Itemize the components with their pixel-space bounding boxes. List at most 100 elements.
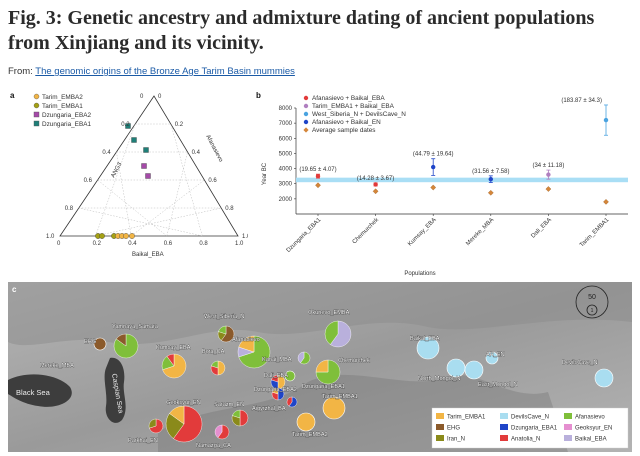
figure-title: Fig. 3: Genetic ancestry and admixture d… <box>8 7 595 54</box>
pie-slice <box>214 424 223 438</box>
y-tick-label: 5000 <box>279 151 293 157</box>
scale-inner-circle <box>586 304 598 316</box>
map-legend-box <box>431 407 629 449</box>
map-legend-swatch <box>436 424 444 430</box>
x-axis-ticks: Dzungaria_EBA1 Chemurchek Kumsay_EBA Mereke… <box>286 214 611 254</box>
map-legend-swatch <box>564 424 572 430</box>
map-legend-label: Iran_N <box>447 437 465 443</box>
right-tick-label: 1.0 <box>242 234 248 240</box>
panel-b-label: b <box>256 91 261 100</box>
grid-line <box>78 207 203 237</box>
ternary-point <box>125 123 131 129</box>
map-site-label: Chemurchek <box>338 358 370 364</box>
black-sea-shape <box>8 374 72 407</box>
axis-right-label: Afanasievo <box>204 134 224 164</box>
y-tick-label: 3000 <box>279 182 293 188</box>
map-site-label: Kanai_MBA <box>262 357 292 363</box>
admixture-date-label: (19.65 ± 4.07) <box>299 167 336 173</box>
map-site-label: Namazga_CA <box>196 443 231 449</box>
map-legend-label: Baikal_EBA <box>575 437 607 443</box>
legend-marker <box>303 119 309 125</box>
pie-slice <box>286 396 293 407</box>
legend-label: Average sample dates <box>312 127 375 134</box>
pie-slice <box>239 409 249 427</box>
admixture-date-point <box>603 117 609 123</box>
map-site-label: Dali_EBA <box>264 373 288 379</box>
legend-tarim-emba2: Tarim_EMBA2 <box>42 94 83 101</box>
admixture-date-label: (14.28 ± 3.67) <box>357 176 394 182</box>
panel-a-label: a <box>10 91 15 100</box>
pie-slice <box>297 351 305 364</box>
pie-slice <box>218 325 227 335</box>
legend-dzungaria-eba2-marker <box>33 111 40 118</box>
pie-slice <box>238 335 255 353</box>
pie-slice <box>93 337 107 351</box>
x-tick-label: Dzungaria_EBA1 <box>286 217 323 254</box>
pie-slice <box>116 333 127 347</box>
ternary-point <box>99 233 105 239</box>
pie-slice <box>464 360 484 380</box>
map-legend: Tarim_EMBA1 DevilsCave_N Afanasievo EHG Dzun… <box>431 407 629 449</box>
y-axis-label: Year BC <box>262 162 268 185</box>
ternary-legend: Tarim_EMBA2 Tarim_EMBA1 Dzungaria_EBA2 D… <box>33 93 91 128</box>
ternary-ticks: 1.00.80.60.40.2000.20.40.60.81.000.20.40… <box>46 94 248 247</box>
legend-tarim-emba1: Tarim_EMBA1 <box>42 103 83 110</box>
panel-c-map: Black Sea Caspian Sea c Yamnaya_SamaraWe… <box>8 282 632 452</box>
map-legend-label: DevilsCave_N <box>511 415 549 421</box>
map-site-label: AR_EN <box>486 352 505 358</box>
left-tick-label: 0.8 <box>65 206 74 212</box>
map-legend-label: Tarim_EMBA1 <box>447 415 486 421</box>
avg-sample-date-point <box>545 186 552 192</box>
y-tick-label: 6000 <box>279 136 293 142</box>
legend-marker <box>303 127 309 133</box>
grid-line <box>97 179 167 237</box>
ternary-points <box>95 123 151 239</box>
pie-slice <box>315 359 341 385</box>
pie-slice <box>217 424 230 440</box>
x-axis-label: Populations <box>404 271 435 277</box>
admixture-date-point <box>373 182 378 187</box>
left-tick-label: 0.2 <box>121 122 130 128</box>
left-tick-label: 0 <box>140 94 144 100</box>
legend-marker <box>303 95 309 101</box>
pie-slice <box>173 405 203 443</box>
bottom-tick-label: 0.8 <box>199 241 208 247</box>
map-site-label: Okunevo_EMBA <box>308 310 350 316</box>
grid-line <box>166 151 188 237</box>
grid-line <box>170 123 203 237</box>
black-sea-label: Black Sea <box>16 388 51 397</box>
article-link[interactable]: The genomic origins of the Bronze Age Ta… <box>35 66 295 77</box>
admixture-date-band <box>296 177 628 183</box>
pie-slice <box>148 418 157 429</box>
map-legend-swatch <box>564 413 572 419</box>
map-legend-label: Geoksyur_EN <box>575 426 612 432</box>
pie-slice <box>485 351 499 365</box>
avg-sample-date-point <box>603 199 609 205</box>
pie-slice <box>271 374 279 383</box>
map-site-label: Tarim_EMBA1 <box>322 394 358 400</box>
right-tick-label: 0.6 <box>208 178 217 184</box>
pie-slice <box>277 387 285 401</box>
admixture-date-point <box>546 172 551 177</box>
grid-line <box>131 179 205 237</box>
legend-label: Afanasievo + Baikal_EN <box>312 119 381 126</box>
right-tick-label: 0.2 <box>175 122 184 128</box>
map-site-label: Tarim_EMBA2 <box>292 432 328 438</box>
admixture-date-point <box>315 173 321 179</box>
legend-marker <box>303 103 309 109</box>
ternary-grid <box>59 95 239 237</box>
from-line: From: The genomic origins of the Bronze … <box>8 66 295 77</box>
x-tick-label: Mereke_MBA <box>465 217 495 247</box>
bottom-tick-label: 0.2 <box>93 241 102 247</box>
admixture-date-label: (31.56 ± 7.58) <box>472 169 509 175</box>
caspian-sea-shape <box>104 357 126 423</box>
pie-slice <box>416 336 440 360</box>
map-site-label: Aigyrzhal_BA <box>252 406 286 412</box>
map-site-label: Baikal_EBA <box>410 336 440 342</box>
legend-dzungaria-eba1: Dzungaria_EBA1 <box>42 121 91 128</box>
ternary-point <box>143 147 149 153</box>
pie-slice <box>272 387 279 395</box>
map-site-label: Kumsay_EBA <box>156 345 191 351</box>
ternary-point <box>141 163 147 169</box>
